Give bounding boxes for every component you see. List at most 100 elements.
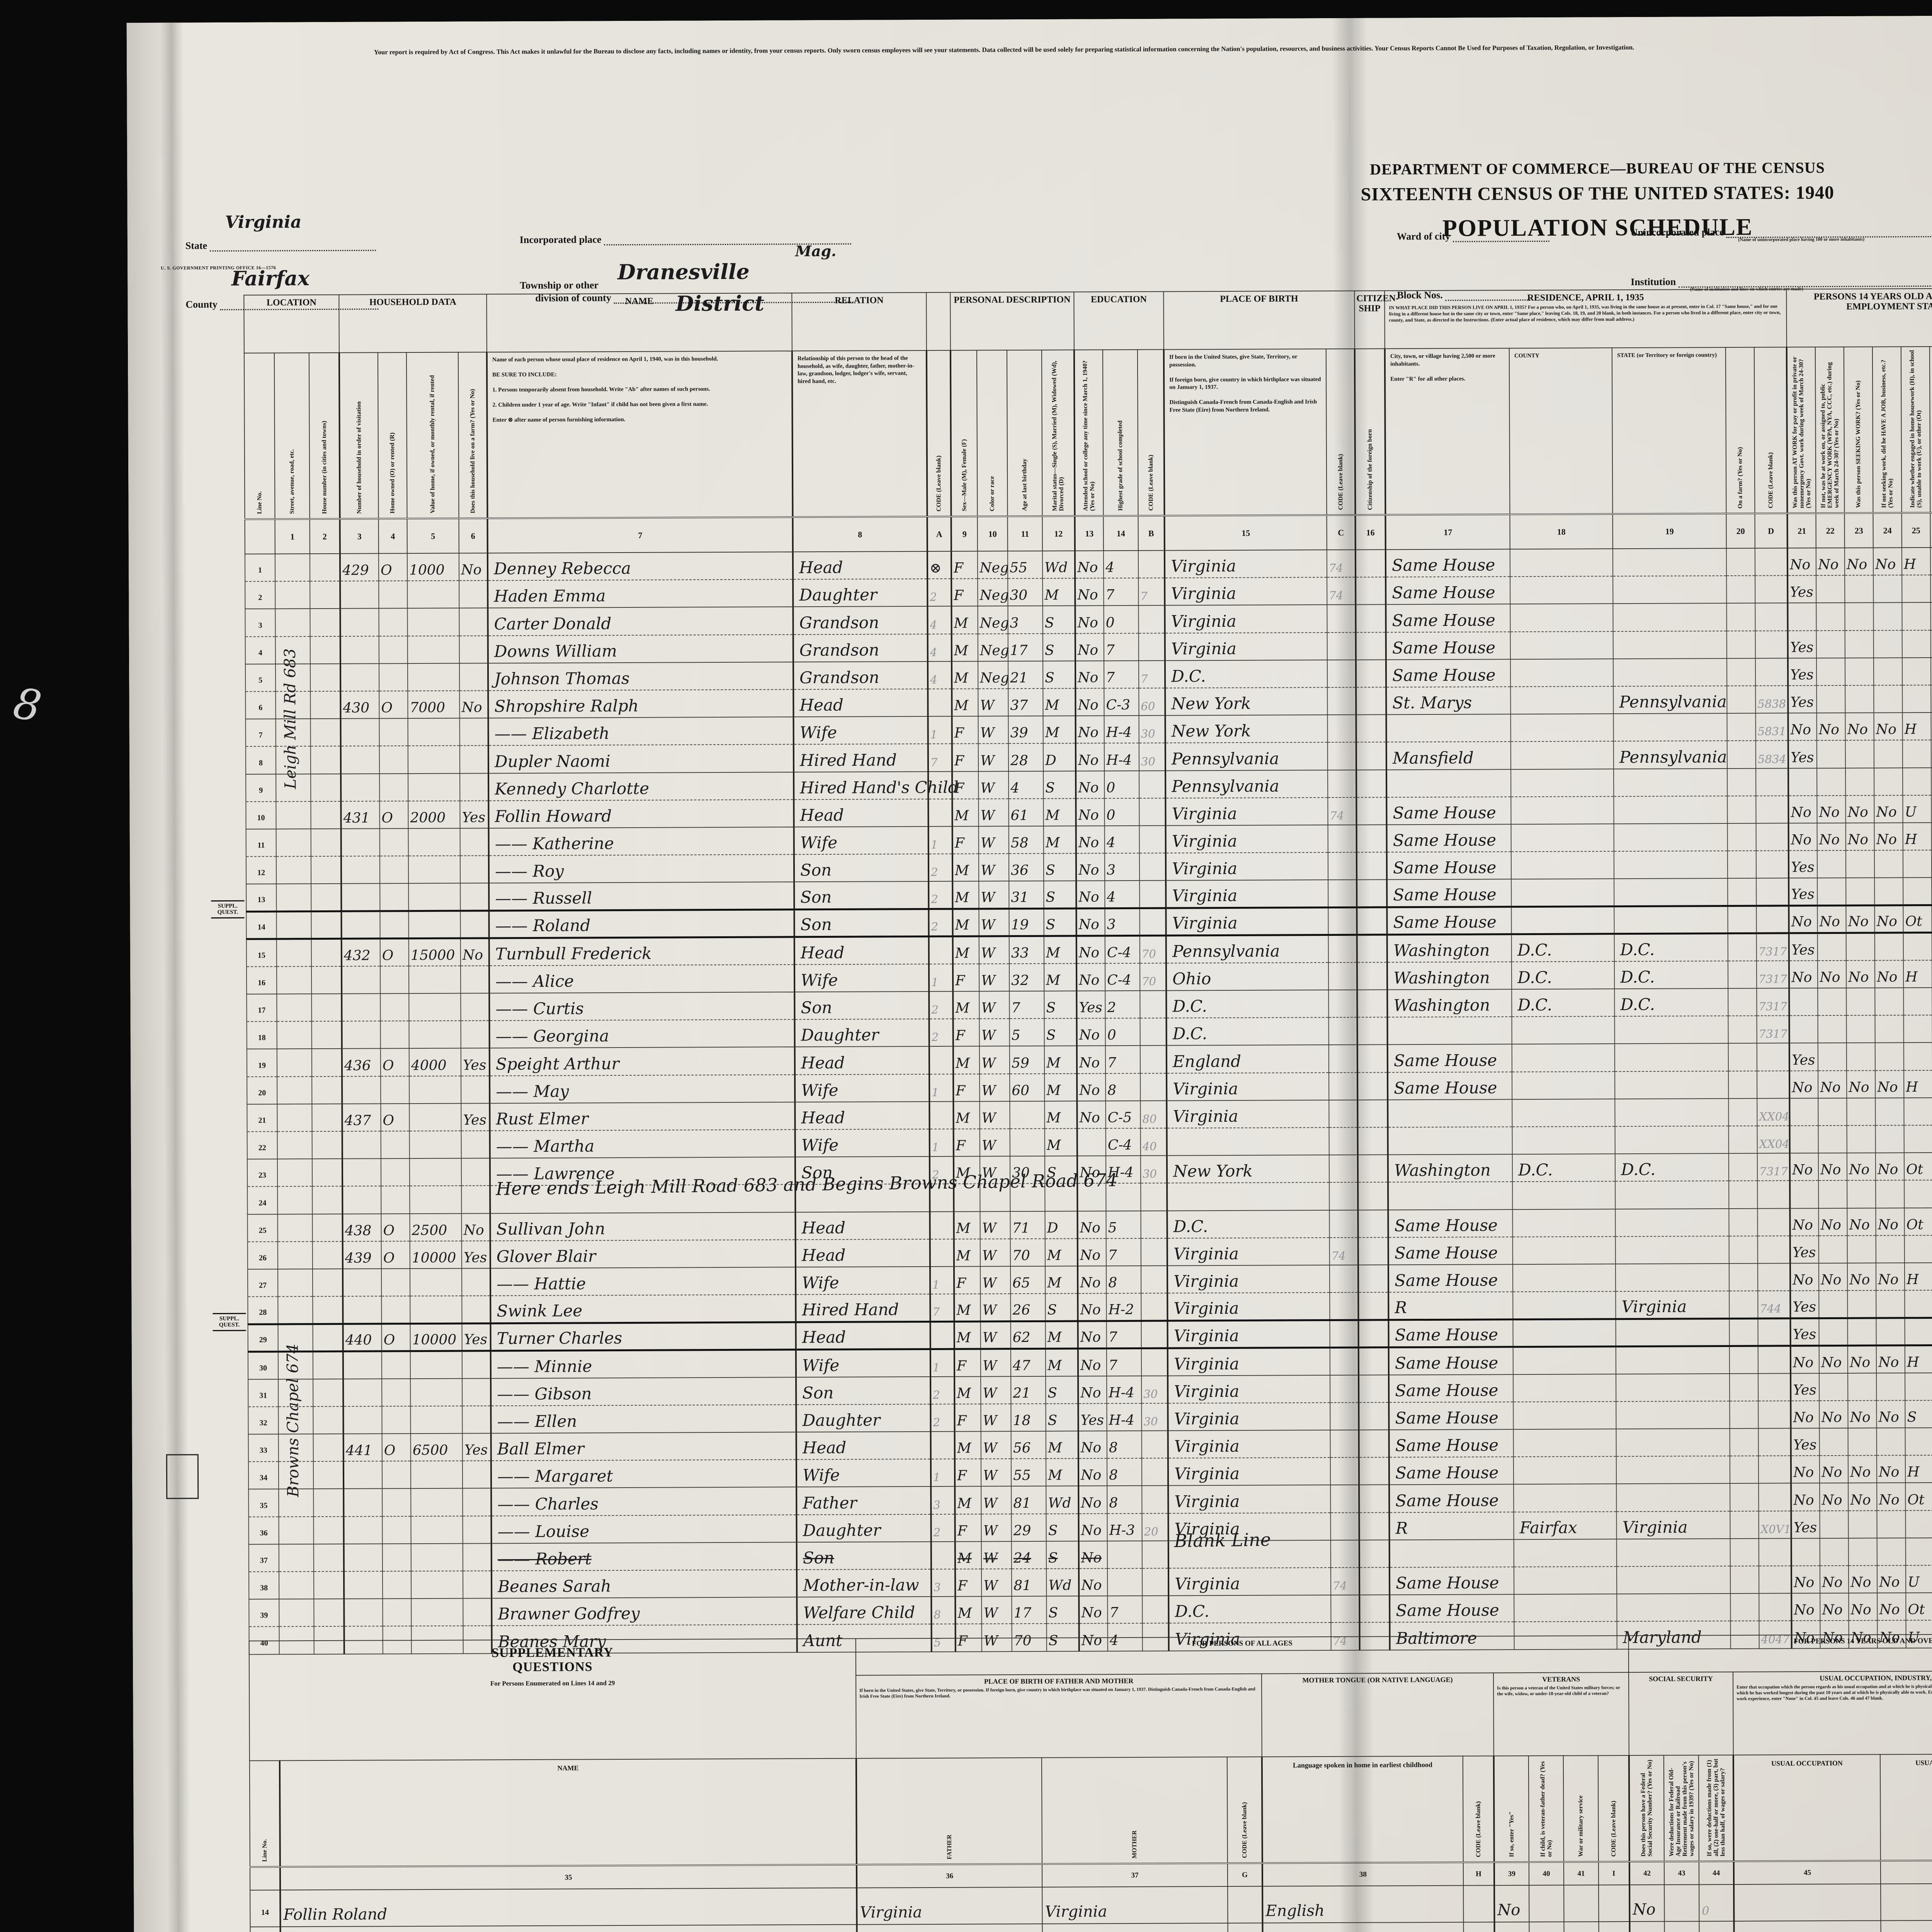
cell: 3 xyxy=(931,1569,955,1597)
cell: M xyxy=(1046,1321,1078,1349)
cell xyxy=(408,718,460,746)
cell xyxy=(409,966,461,993)
cell xyxy=(1331,1595,1359,1622)
cell: 30 xyxy=(1139,743,1165,770)
cell xyxy=(344,1544,383,1571)
column-header: CODE xyxy=(1930,347,1932,513)
cell: Virginia xyxy=(1165,550,1327,578)
cell xyxy=(1902,630,1931,658)
cell: No xyxy=(1877,1483,1905,1510)
cell: Same House xyxy=(1389,1319,1513,1347)
cell: No xyxy=(1789,1071,1818,1098)
cell: Virginia xyxy=(1167,1238,1330,1266)
cell xyxy=(341,746,379,774)
cell xyxy=(310,719,340,746)
cell xyxy=(1845,575,1873,603)
cell xyxy=(1511,879,1614,906)
cell: 1 xyxy=(930,1267,954,1294)
cell: —— Curtis xyxy=(489,992,794,1020)
cell: 31 xyxy=(1009,881,1044,909)
cell xyxy=(1616,1456,1730,1484)
cell xyxy=(1873,603,1902,630)
cell: No xyxy=(1849,1565,1877,1593)
cell: S xyxy=(1044,854,1076,881)
cell: D.C. xyxy=(1512,1154,1615,1182)
cell xyxy=(1875,988,1903,1015)
cell xyxy=(461,1021,490,1048)
cell xyxy=(1905,1235,1932,1263)
cell: Yes xyxy=(1787,575,1816,603)
cell xyxy=(1727,741,1756,768)
cell xyxy=(1819,1318,1848,1345)
cell xyxy=(1613,603,1726,631)
cell: Virginia xyxy=(1168,1430,1330,1458)
cell xyxy=(460,855,489,883)
cell xyxy=(1356,632,1386,660)
cell: O xyxy=(381,1241,410,1269)
cell xyxy=(1616,1483,1730,1511)
cell: 4 xyxy=(1104,551,1138,578)
cell xyxy=(342,966,380,994)
cell xyxy=(1876,1318,1905,1345)
cell xyxy=(277,994,311,1022)
cell: No xyxy=(1817,905,1846,933)
cell: Son xyxy=(794,881,929,910)
cell: Virginia xyxy=(1616,1511,1730,1539)
column-number: 3 xyxy=(340,519,379,553)
cell: 9 xyxy=(246,774,276,801)
cell: W xyxy=(980,1019,1010,1046)
cell xyxy=(1010,1129,1045,1156)
cell: 7317 xyxy=(1757,961,1789,988)
cell: Virginia xyxy=(1165,633,1327,661)
cell xyxy=(408,883,460,911)
act-notice: Your report is required by Act of Congre… xyxy=(374,43,1634,56)
cell xyxy=(1328,742,1356,770)
cell xyxy=(1818,1126,1847,1153)
cell: 3 xyxy=(931,1486,955,1514)
cell: Same House xyxy=(1386,549,1510,577)
cell xyxy=(1142,1568,1168,1596)
cell xyxy=(1876,1290,1905,1318)
cell xyxy=(1789,1098,1818,1126)
cell xyxy=(1510,686,1613,714)
cell xyxy=(1139,633,1165,660)
cell: —— Elizabeth xyxy=(488,717,794,745)
cell xyxy=(1329,1128,1358,1155)
cell: W xyxy=(981,1349,1011,1376)
cell xyxy=(463,1488,491,1516)
column-header: Number of household in order of visitati… xyxy=(339,352,379,519)
cell xyxy=(1756,850,1789,878)
cell: Hired Hand xyxy=(794,744,928,772)
cell: Same House xyxy=(1389,1374,1513,1402)
cell: Same House xyxy=(1389,1429,1514,1457)
cell: No xyxy=(1848,1456,1877,1483)
cell xyxy=(341,884,380,912)
cell xyxy=(1615,1043,1728,1071)
column-number: I xyxy=(1599,1862,1629,1885)
cell xyxy=(459,663,488,690)
cell xyxy=(1877,1538,1906,1565)
cell xyxy=(380,911,408,939)
cell: Ot xyxy=(1904,1208,1932,1235)
column-header: Does this household live on a farm? (Yes… xyxy=(458,352,488,518)
cell: M xyxy=(1043,578,1075,606)
cell: 30 xyxy=(1141,1156,1167,1183)
cell: Virginia xyxy=(1166,852,1328,881)
cell xyxy=(1514,1429,1616,1457)
cell: Yes xyxy=(1791,1318,1819,1345)
cell: 18 xyxy=(1011,1404,1046,1432)
cell: F xyxy=(952,826,979,854)
cell: Mansfield xyxy=(1386,742,1511,769)
cell xyxy=(341,856,380,884)
census-sheet: Your report is required by Act of Congre… xyxy=(127,13,1932,1932)
cell xyxy=(1388,1099,1512,1127)
column-header: Attended school or college any time sinc… xyxy=(1074,350,1104,516)
cell: Kennedy Charlotte xyxy=(488,772,794,801)
cell xyxy=(277,1131,312,1159)
cell: M xyxy=(954,1239,980,1266)
cell xyxy=(1819,1291,1847,1318)
column-number: 43 xyxy=(1664,1861,1699,1884)
cell: 1 xyxy=(929,1074,953,1101)
cell xyxy=(1327,687,1356,715)
census-title: SIXTEENTH CENSUS OF THE UNITED STATES: 1… xyxy=(1361,182,1835,205)
